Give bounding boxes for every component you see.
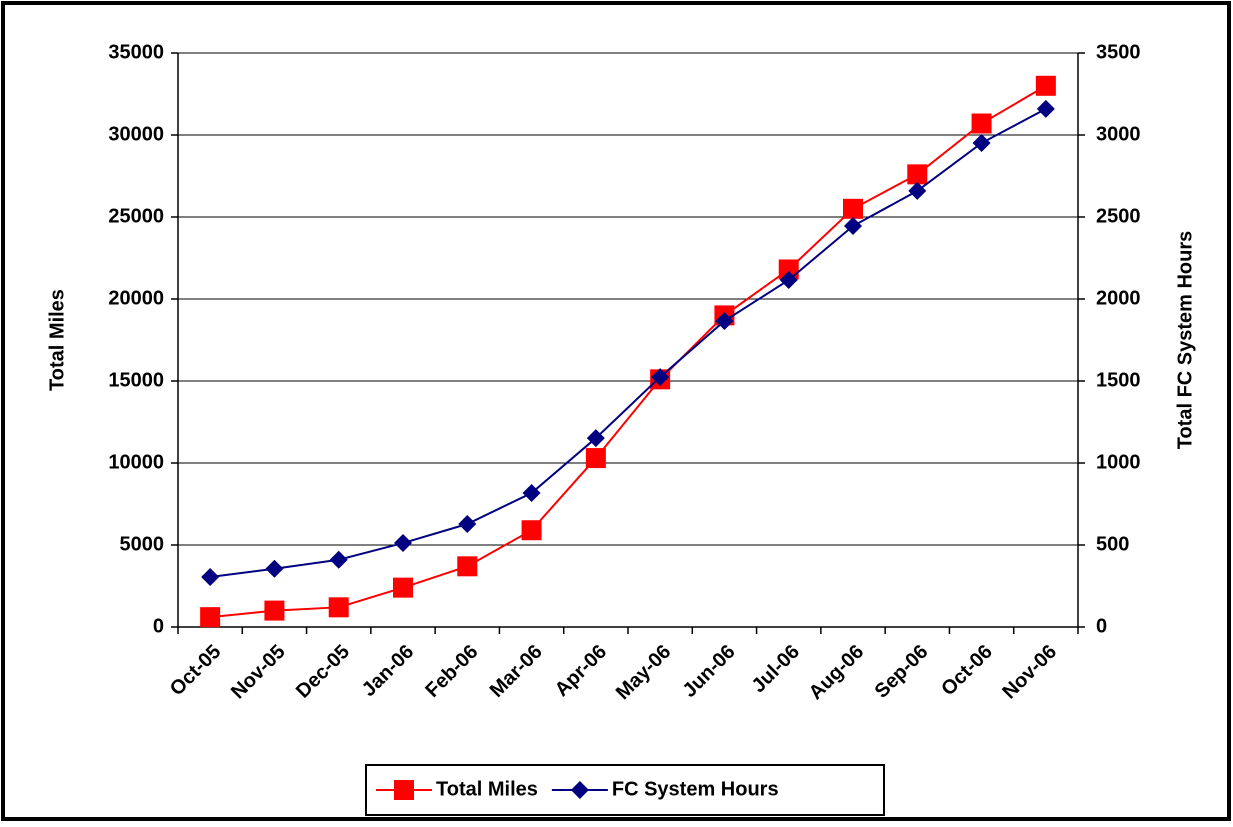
y-axis-title: Total Miles (46, 289, 68, 391)
data-point (458, 515, 477, 534)
y2-tick-label: 2000 (1096, 287, 1141, 309)
data-point (908, 181, 927, 200)
data-point (651, 368, 670, 387)
data-point (394, 534, 412, 553)
data-point (393, 577, 413, 598)
data-point (715, 311, 734, 330)
y-tick-label: 10000 (108, 451, 164, 473)
y2-axis-title: Total FC System Hours (1174, 231, 1196, 450)
y2-tick-label: 3000 (1096, 123, 1141, 145)
data-point (586, 429, 605, 448)
data-point (779, 270, 798, 289)
data-point (265, 559, 284, 578)
data-point (200, 607, 221, 628)
legend-box (365, 764, 885, 816)
data-point (971, 113, 992, 134)
series-line (210, 108, 1047, 578)
data-point (1035, 75, 1056, 96)
y-tick-label: 30000 (108, 123, 164, 145)
data-point (264, 600, 285, 621)
y2-tick-label: 1500 (1096, 369, 1141, 391)
y2-tick-label: 1000 (1096, 451, 1141, 473)
y-tick-label: 0 (153, 615, 164, 637)
y-tick-label: 15000 (108, 369, 164, 391)
y-tick-label: 25000 (108, 205, 164, 227)
y2-tick-label: 500 (1096, 533, 1129, 555)
data-point (972, 134, 991, 153)
data-point (522, 484, 541, 503)
data-point (328, 597, 349, 618)
y-tick-label: 20000 (108, 287, 164, 309)
legend-marker (394, 780, 414, 800)
legend-marker (570, 781, 589, 799)
legend-label: Total Miles (436, 778, 538, 800)
data-point (907, 164, 928, 185)
data-point (457, 556, 478, 577)
data-point (1036, 99, 1055, 118)
data-point (844, 217, 862, 236)
y-tick-label: 5000 (120, 533, 165, 555)
data-point (329, 550, 348, 569)
y-tick-label: 35000 (108, 41, 164, 63)
legend-label: FC System Hours (612, 778, 779, 800)
y2-tick-label: 2500 (1096, 205, 1141, 227)
data-point (585, 448, 606, 469)
y2-tick-label: 0 (1096, 615, 1107, 637)
data-point (843, 198, 863, 219)
data-point (201, 567, 220, 586)
data-point (521, 520, 542, 541)
y2-tick-label: 3500 (1096, 41, 1141, 63)
series-line (210, 84, 1047, 619)
